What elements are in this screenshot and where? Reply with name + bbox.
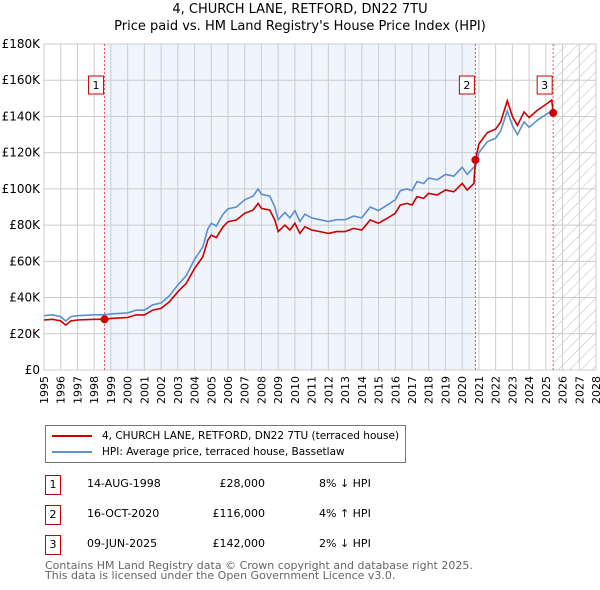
sale-date: 16-OCT-2020 [87, 507, 160, 520]
sale-point [100, 315, 109, 324]
sale-price: £28,000 [219, 477, 266, 490]
y-tick-label: £140K [2, 109, 42, 123]
sale-marker-box [88, 75, 105, 95]
legend-swatch-hpi [52, 451, 92, 453]
x-tick-label: 1996 [55, 376, 68, 404]
x-tick-label: 1998 [88, 376, 101, 404]
footer-line-1: Contains HM Land Registry data © Crown c… [45, 559, 473, 572]
y-tick-label: £160K [2, 73, 42, 87]
x-tick-label: 2012 [322, 376, 335, 404]
sale-price: £116,000 [212, 507, 266, 520]
x-tick-label: 1999 [105, 376, 118, 404]
x-tick-label: 2002 [155, 376, 168, 404]
y-tick-label: £0 [25, 363, 40, 377]
x-tick-label: 2015 [373, 376, 386, 404]
x-tick-label: 2027 [573, 376, 586, 404]
sale-date: 14-AUG-1998 [87, 477, 161, 490]
legend-label-hpi: HPI: Average price, terraced house, Bass… [102, 446, 345, 458]
sale-marker-box [458, 75, 475, 95]
x-tick-label: 1995 [38, 376, 51, 404]
sale-row: 2 16-OCT-2020 £116,000 4% ↑ HPI [45, 505, 405, 527]
x-tick-label: 1997 [71, 376, 84, 404]
hpi-line [43, 108, 554, 323]
x-tick-label: 2009 [272, 376, 285, 404]
hatched-future-region [553, 44, 596, 370]
x-tick-label: 2028 [590, 376, 600, 404]
sale-date: 09-JUN-2025 [87, 537, 158, 550]
legend-label-property: 4, CHURCH LANE, RETFORD, DN22 7TU (terra… [102, 430, 400, 442]
shaded-ownership-region [104, 44, 476, 370]
sale-marker-label: 1 [93, 79, 100, 92]
x-tick-label: 2004 [189, 376, 202, 404]
sale-marker-badge: 2 [45, 505, 61, 525]
price-paid-line [43, 98, 554, 327]
x-tick-label: 2000 [122, 376, 135, 404]
sale-marker-box [536, 75, 553, 95]
y-tick-label: £40K [9, 291, 41, 305]
x-tick-label: 2005 [205, 376, 218, 404]
y-tick-label: £80K [9, 218, 41, 232]
x-tick-label: 2001 [138, 376, 151, 404]
sale-marker-badge: 3 [45, 535, 61, 555]
x-tick-label: 2016 [389, 376, 402, 404]
y-tick-label: £180K [2, 37, 42, 51]
sale-row: 1 14-AUG-1998 £28,000 8% ↓ HPI [45, 475, 405, 497]
chart-title: 4, CHURCH LANE, RETFORD, DN22 7TU [172, 2, 428, 17]
sale-price: £142,000 [212, 537, 266, 550]
sale-marker-label: 3 [541, 79, 548, 92]
sale-point [549, 108, 558, 117]
x-tick-label: 2026 [557, 376, 570, 404]
sale-point [471, 155, 480, 164]
sale-hpi-diff: 4% ↑ HPI [319, 507, 371, 520]
y-tick-label: £120K [2, 146, 42, 160]
sale-marker-label: 2 [463, 79, 470, 92]
x-tick-label: 2014 [356, 376, 369, 404]
x-tick-label: 2011 [306, 376, 319, 404]
x-tick-label: 2025 [540, 376, 553, 404]
x-tick-label: 2022 [490, 376, 503, 404]
footer: Contains HM Land Registry data © Crown c… [45, 559, 473, 582]
sale-hpi-diff: 2% ↓ HPI [319, 537, 371, 550]
plot-area: 1995 1996 1997 1998 1999 2000 2001 2002 2003 2004… [2, 37, 600, 404]
x-tick-label: 2010 [289, 376, 302, 404]
x-tick-label: 2008 [255, 376, 268, 404]
sale-hpi-diff: 8% ↓ HPI [319, 477, 371, 490]
x-tick-label: 2013 [339, 376, 352, 404]
y-tick-label: £100K [2, 182, 42, 196]
x-tick-label: 2024 [523, 376, 536, 404]
chart-subtitle: Price paid vs. HM Land Registry's House … [114, 19, 486, 34]
legend: 4, CHURCH LANE, RETFORD, DN22 7TU (terra… [45, 425, 406, 463]
sale-marker-badge: 1 [45, 475, 61, 495]
x-tick-label: 2006 [222, 376, 235, 404]
x-tick-label: 2017 [406, 376, 419, 404]
x-tick-label: 2023 [506, 376, 519, 404]
y-tick-label: £20K [9, 327, 41, 341]
legend-swatch-property [52, 435, 92, 437]
y-tick-label: £60K [9, 254, 41, 268]
x-tick-label: 2019 [439, 376, 452, 404]
x-tick-label: 2018 [423, 376, 436, 404]
x-tick-label: 2020 [456, 376, 469, 404]
x-tick-label: 2003 [172, 376, 185, 404]
footer-line-2: This data is licensed under the Open Gov… [45, 569, 396, 582]
sale-row: 3 09-JUN-2025 £142,000 2% ↓ HPI [45, 535, 405, 557]
x-tick-label: 2007 [239, 376, 252, 404]
x-tick-label: 2021 [473, 376, 486, 404]
